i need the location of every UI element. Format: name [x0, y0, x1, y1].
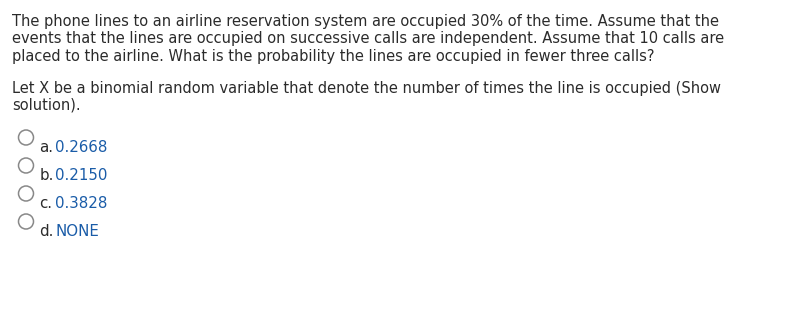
Text: Let X be a binomial random variable that denote the number of times the line is : Let X be a binomial random variable that…: [12, 81, 721, 96]
Text: solution).: solution).: [12, 98, 81, 113]
Text: b.: b.: [40, 168, 54, 184]
Text: d.: d.: [40, 225, 54, 240]
Text: NONE: NONE: [56, 225, 99, 240]
Text: events that the lines are occupied on successive calls are independent. Assume t: events that the lines are occupied on su…: [12, 32, 724, 46]
Text: 0.3828: 0.3828: [56, 197, 108, 212]
Text: 0.2668: 0.2668: [56, 140, 108, 155]
Text: a.: a.: [40, 140, 53, 155]
Text: The phone lines to an airline reservation system are occupied 30% of the time. A: The phone lines to an airline reservatio…: [12, 14, 719, 29]
Text: placed to the airline. What is the probability the lines are occupied in fewer t: placed to the airline. What is the proba…: [12, 49, 654, 64]
Text: 0.2150: 0.2150: [56, 168, 108, 184]
Text: c.: c.: [40, 197, 52, 212]
